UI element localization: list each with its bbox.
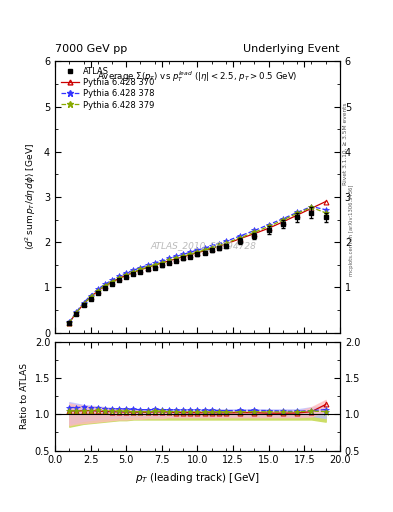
X-axis label: $p_T$ (leading track) [GeV]: $p_T$ (leading track) [GeV]	[135, 471, 260, 485]
Text: Average $\Sigma(p_T)$ vs $p_T^{lead}$ ($|\eta|<2.5$, $p_T>0.5$ GeV): Average $\Sigma(p_T)$ vs $p_T^{lead}$ ($…	[97, 70, 298, 84]
Text: Underlying Event: Underlying Event	[243, 44, 340, 54]
Y-axis label: $\langle d^2\,\mathrm{sum}\,p_T/d\eta\,d\phi\rangle$ [GeV]: $\langle d^2\,\mathrm{sum}\,p_T/d\eta\,d…	[24, 143, 39, 250]
Text: mcplots.cern.ch [arXiv:1306.3436]: mcplots.cern.ch [arXiv:1306.3436]	[349, 185, 354, 276]
Text: 7000 GeV pp: 7000 GeV pp	[55, 44, 127, 54]
Text: Rivet 3.1.10, ≥ 3.5M events: Rivet 3.1.10, ≥ 3.5M events	[343, 102, 347, 185]
Text: ATLAS_2010_S8894728: ATLAS_2010_S8894728	[150, 241, 256, 250]
Legend: ATLAS, Pythia 6.428 370, Pythia 6.428 378, Pythia 6.428 379: ATLAS, Pythia 6.428 370, Pythia 6.428 37…	[59, 66, 156, 111]
Y-axis label: Ratio to ATLAS: Ratio to ATLAS	[20, 364, 29, 430]
